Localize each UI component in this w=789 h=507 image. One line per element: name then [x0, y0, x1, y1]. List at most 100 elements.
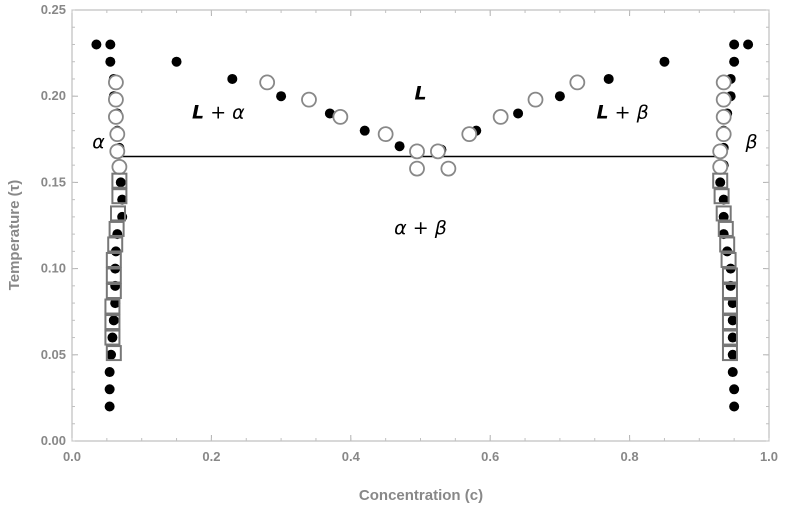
open-square-point [721, 267, 738, 284]
filled-circle-point [727, 367, 738, 378]
filled-circle-point [743, 39, 754, 50]
open-circle-point [430, 143, 446, 160]
open-circle-point [492, 108, 509, 125]
open-circle-point [409, 160, 425, 177]
filled-circle-point [729, 56, 740, 67]
open-square-point [105, 267, 122, 284]
filled-circle-point [104, 384, 115, 395]
open-circle-point [715, 108, 732, 125]
filled-circle-point [359, 125, 370, 136]
open-square-point [721, 314, 738, 331]
filled-circle-point [276, 91, 287, 102]
region-label: α + β [394, 217, 447, 239]
filled-circle-point [729, 39, 740, 50]
filled-circle-point [603, 73, 614, 84]
open-square-point [104, 298, 121, 315]
open-circle-point [715, 126, 732, 143]
x-tick-label: 0.8 [621, 449, 639, 464]
region-label-liquid: L [414, 83, 426, 105]
open-circle-point [108, 108, 124, 125]
filled-circle-point [91, 39, 102, 50]
open-square-point [111, 172, 128, 189]
open-circle-point [712, 143, 729, 160]
filled-circle-point [554, 91, 565, 102]
region-label-rest: + α [204, 102, 245, 124]
region-label: L + β [597, 102, 649, 124]
region-label: β [745, 131, 758, 153]
y-tick-label: 0.25 [41, 2, 66, 17]
filled-circle-point [715, 177, 726, 188]
filled-circle-point [171, 56, 182, 67]
open-circle-point [108, 91, 124, 108]
y-axis-title: Temperature (τ) [6, 180, 23, 291]
open-circle-point [301, 91, 317, 108]
filled-circle-point [513, 108, 524, 119]
open-square-point [108, 220, 125, 237]
region-label: L + α [192, 102, 245, 124]
x-tick-label: 0.0 [63, 449, 81, 464]
filled-circle-point [108, 315, 119, 326]
open-square-point [105, 345, 122, 362]
filled-circle-point [106, 349, 117, 360]
open-circle-point [259, 74, 276, 91]
open-square-point [717, 220, 734, 237]
open-square-point [712, 172, 729, 189]
filled-circle-point [227, 73, 238, 84]
open-square-point [721, 345, 738, 362]
open-circle-point [109, 143, 126, 160]
filled-circle-point [727, 315, 738, 326]
region-label-rest: + β [609, 102, 649, 124]
open-circle-point [109, 126, 126, 143]
open-square-point [713, 188, 730, 205]
filled-circle-point [110, 298, 121, 309]
filled-circle-point [324, 108, 335, 119]
open-square-point [111, 188, 128, 205]
filled-circle-point [105, 39, 116, 50]
open-square-point [719, 236, 736, 253]
open-circle-point [409, 143, 425, 160]
x-tick-label: 0.6 [481, 449, 499, 464]
filled-circle-point [729, 384, 740, 395]
filled-circle-point [727, 298, 738, 309]
filled-circle-point [718, 211, 729, 222]
open-circle-point [715, 91, 732, 108]
axis-ticks: 0.0 0.2 0.4 0.6 0.8 1.0 0.00 0.05 0.10 0.15 0.20 0.… [41, 2, 778, 464]
y-tick-label: 0.00 [41, 433, 66, 448]
filled-circle-point [727, 349, 738, 360]
filled-circle-point [115, 177, 126, 188]
y-tick-label: 0.10 [41, 261, 66, 276]
y-tick-label: 0.20 [41, 88, 66, 103]
x-tick-label: 0.2 [202, 449, 220, 464]
data-marks [91, 39, 754, 412]
open-square-point [721, 298, 738, 315]
filled-circle-point [727, 332, 738, 343]
filled-circle-point [718, 194, 729, 205]
open-circle-point [111, 158, 128, 175]
open-square-point [715, 205, 732, 222]
open-circle-point [332, 108, 349, 125]
open-square-point [104, 329, 121, 346]
open-circle-point [569, 74, 586, 91]
region-label: α [92, 131, 105, 153]
open-circle-point [712, 158, 729, 175]
y-tick-label: 0.05 [41, 347, 66, 362]
y-tick-label: 0.15 [41, 174, 66, 189]
filled-circle-point [104, 367, 115, 378]
open-circle-point [715, 74, 732, 91]
region-annotations: L + αLL + βα βα + β [92, 83, 757, 239]
open-square-point [107, 236, 124, 253]
filled-circle-point [659, 56, 670, 67]
region-label-liquid: L [597, 102, 609, 124]
open-square-point [721, 283, 738, 300]
filled-circle-point [394, 141, 405, 152]
x-axis-title: Concentration (c) [359, 487, 483, 504]
open-circle-point [108, 74, 124, 91]
filled-circle-point [729, 401, 740, 412]
open-square-point [720, 251, 737, 268]
open-circle-point [527, 91, 544, 108]
x-tick-label: 1.0 [760, 449, 778, 464]
region-label-liquid: L [192, 102, 204, 124]
open-square-point [721, 329, 738, 346]
filled-circle-point [105, 56, 116, 67]
